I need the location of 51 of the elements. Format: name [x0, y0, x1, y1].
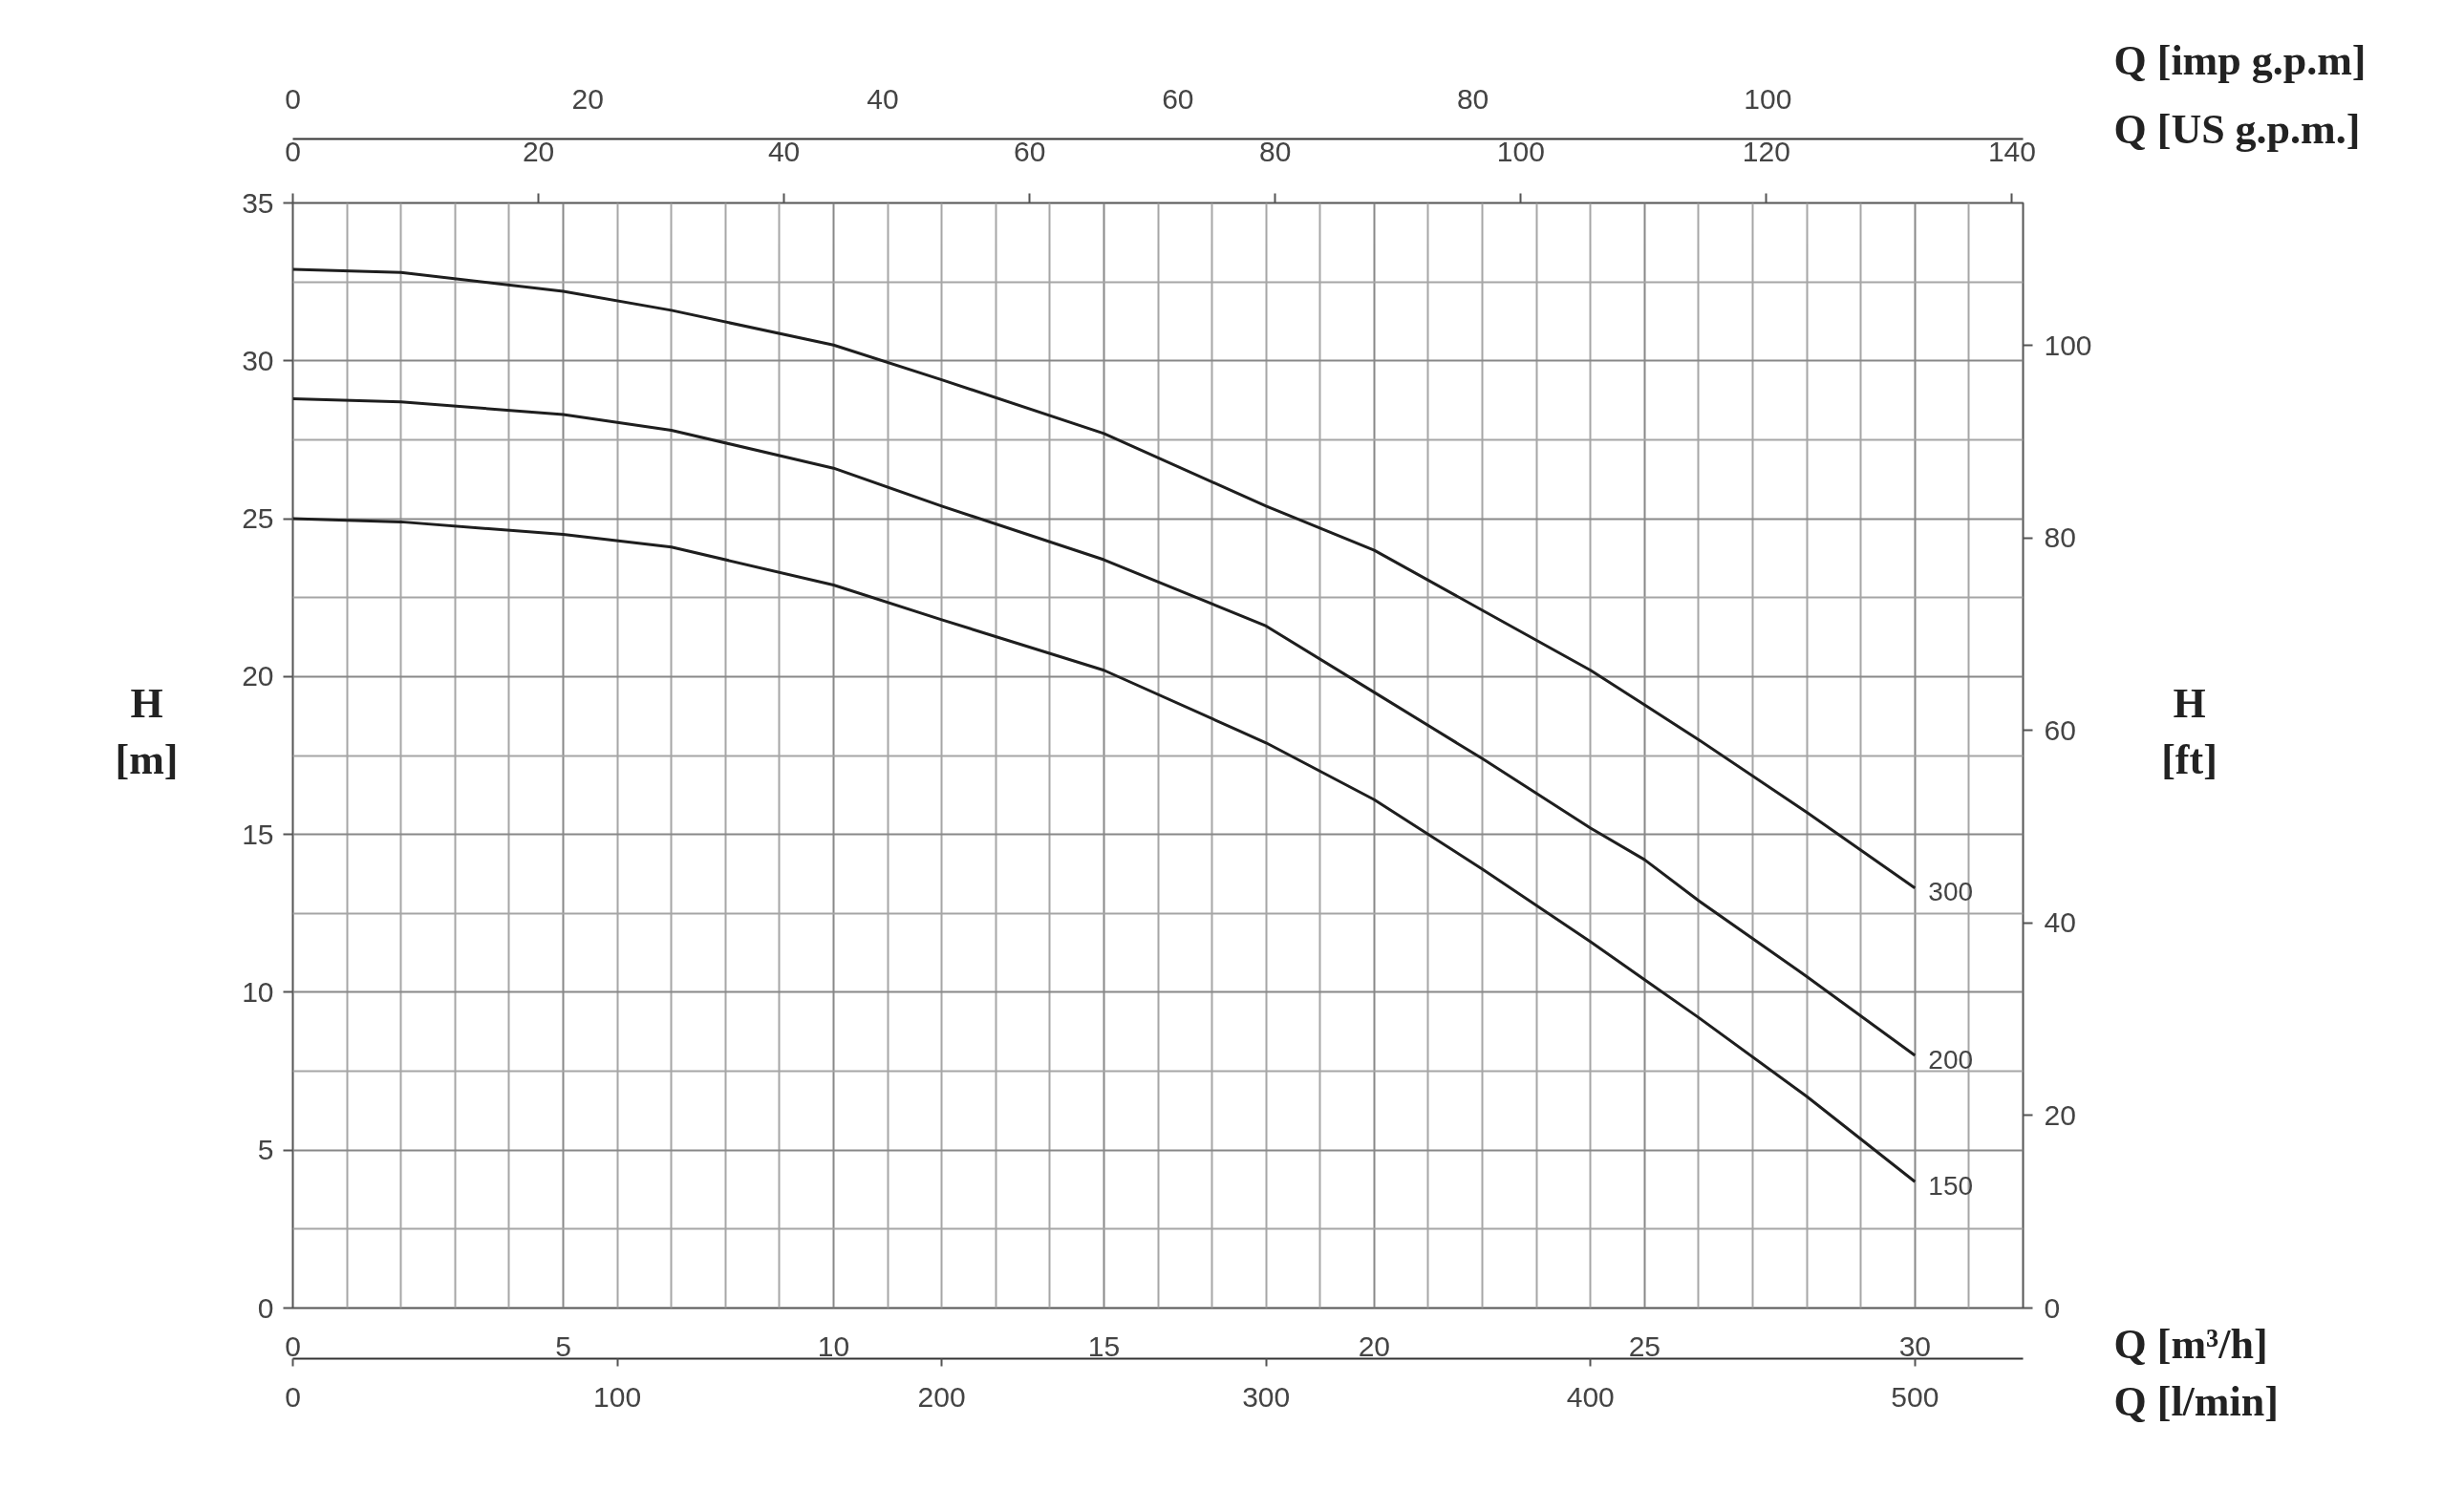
y2-tick-label: 0	[2044, 1291, 2061, 1324]
y2-tick-label: 100	[2044, 329, 2092, 361]
text: 80	[1456, 82, 1489, 115]
text: 0	[285, 82, 301, 115]
x2-tick-label: 120	[1742, 135, 1790, 167]
y-tick-label: 10	[242, 975, 274, 1008]
x-tick-label: 0	[285, 1330, 301, 1362]
text: 0	[285, 1380, 301, 1413]
y-tick-label: 5	[257, 1134, 274, 1166]
text: 60	[1162, 82, 1194, 115]
x2-tick-label: 40	[767, 135, 801, 167]
x2-tick-label: 20	[522, 135, 555, 167]
y2-tick-label: 40	[2044, 906, 2076, 939]
text: 300	[1242, 1380, 1291, 1413]
x-tick-label: 5	[555, 1330, 571, 1362]
x2-tick-label: 80	[1259, 135, 1292, 167]
text: 200	[917, 1380, 966, 1413]
x2-axis-title: Q [imp g.p.m] Q [US g.p.m.]	[2113, 36, 2367, 154]
y-tick-label: 15	[242, 818, 274, 850]
x-tick-label: 25	[1628, 1330, 1661, 1362]
series-label: 150	[1928, 1170, 1974, 1201]
series-label: 200	[1928, 1044, 1974, 1075]
x2-tick-label: 0	[285, 135, 301, 167]
text: 400	[1566, 1380, 1615, 1413]
x-tick-label: 30	[1898, 1330, 1931, 1362]
y-tick-label: 30	[242, 344, 274, 376]
text: 40	[867, 82, 899, 115]
x-tick-label: 15	[1087, 1330, 1121, 1362]
x2-tick-label: 140	[1987, 135, 2036, 167]
x2-tick-label: 100	[1496, 135, 1545, 167]
line-series	[292, 517, 1917, 1183]
y2-tick-label: 80	[2044, 521, 2076, 554]
y2-tick-label: 60	[2044, 713, 2076, 746]
text: 500	[1891, 1380, 1939, 1413]
y-axis-title: H [m]	[115, 680, 179, 783]
x-axis-title: Q [m³/h] Q [l/min]	[2113, 1320, 2279, 1426]
y2-axis-title: H [ft]	[2161, 680, 2218, 783]
text: 20	[571, 82, 604, 115]
y-tick-label: 0	[257, 1291, 274, 1324]
x-tick-label: 20	[1358, 1330, 1391, 1362]
y2-tick-label: 20	[2044, 1098, 2076, 1131]
line-series	[292, 267, 1917, 890]
text: 100	[593, 1380, 642, 1413]
y-tick-label: 35	[242, 186, 274, 219]
text: 100	[1744, 82, 1792, 115]
x-tick-label: 10	[817, 1330, 850, 1362]
x2-tick-label: 60	[1014, 135, 1046, 167]
line-series	[292, 396, 1917, 1057]
y-tick-label: 20	[242, 660, 274, 692]
y-tick-label: 25	[242, 502, 274, 535]
series-label: 300	[1928, 877, 1974, 907]
